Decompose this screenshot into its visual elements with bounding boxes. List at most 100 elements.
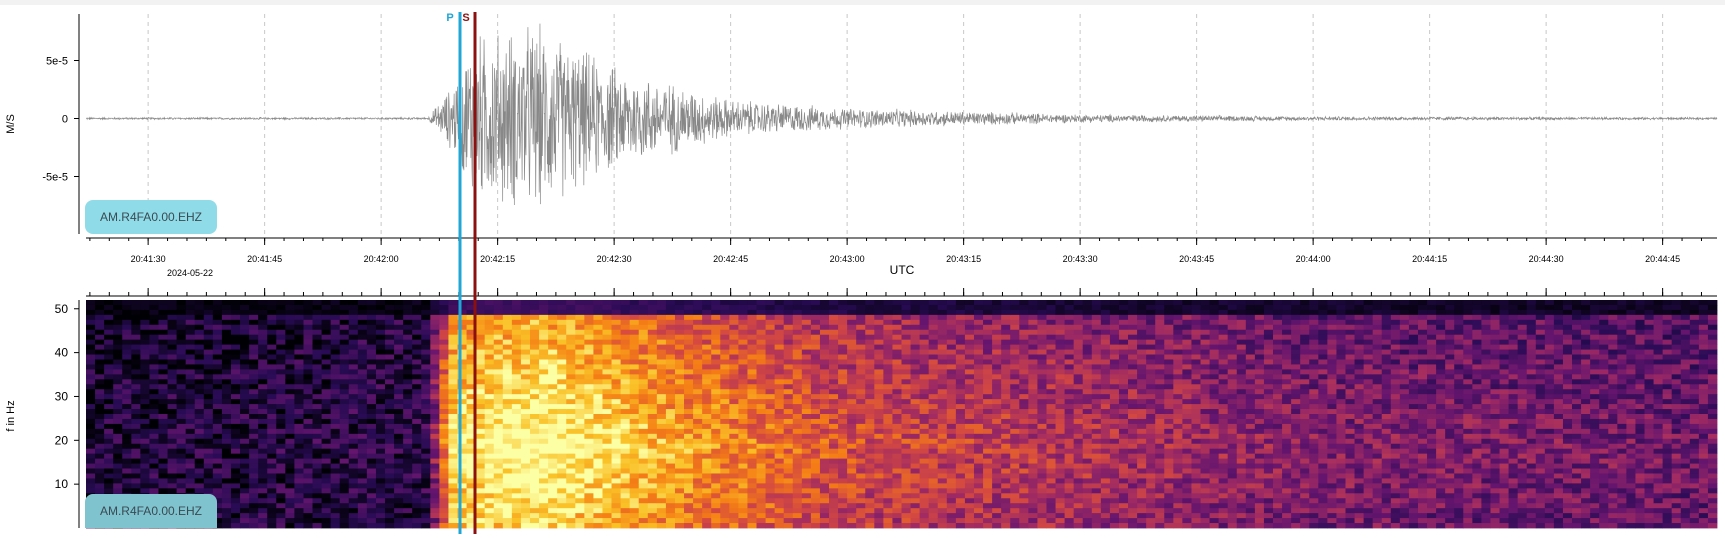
spectrogram-cell [702, 523, 712, 529]
spectrogram-cell [502, 369, 513, 375]
spectrogram-cell [457, 409, 467, 415]
spectrogram-cell [194, 329, 205, 336]
spectrogram-cell [140, 349, 150, 355]
spectrogram-cell [756, 513, 766, 519]
spectrogram-cell [285, 324, 295, 331]
spectrogram-cell [403, 304, 413, 311]
spectrogram-cell [176, 354, 187, 360]
spectrogram-cell [955, 384, 966, 390]
spectrogram-cell [475, 463, 486, 469]
spectrogram-cell [593, 433, 603, 440]
spectrogram-cell [258, 448, 268, 455]
spectrogram-cell [674, 493, 685, 499]
spectrogram-cell [158, 404, 168, 410]
spectrogram-cell [1010, 349, 1020, 355]
spectrogram-cell [357, 324, 368, 331]
spectrogram-cell [665, 374, 676, 380]
spectrogram-cell [602, 448, 612, 455]
spectrogram-cell [312, 359, 322, 365]
spectrogram-cell [86, 409, 96, 415]
spectrogram-cell [303, 463, 313, 469]
spectrogram-cell [221, 300, 232, 306]
spectrogram-cell [602, 314, 612, 321]
spectrogram-cell [185, 354, 196, 360]
spectrogram-cell [684, 369, 694, 375]
spectrogram-cell [167, 448, 178, 455]
spectrogram-cell [711, 384, 721, 390]
spectrogram-cell [511, 438, 522, 445]
spectrogram-cell [149, 468, 159, 474]
spectrogram-cell [267, 478, 277, 484]
spectrogram-cell [412, 394, 422, 400]
spectrogram-cell [928, 309, 939, 316]
spectrogram-cell [240, 414, 250, 420]
spectrogram-cell [620, 309, 631, 316]
spectrogram-cell [385, 394, 395, 400]
spectrogram-cell [892, 399, 902, 405]
spectrogram-cell [394, 483, 404, 489]
spectrogram-cell [312, 349, 322, 355]
spectrogram-cell [602, 453, 612, 460]
spectrogram-cell [149, 319, 159, 326]
spectrogram-cell [629, 374, 640, 380]
spectrogram-cell [729, 389, 739, 395]
spectrogram-cell [747, 384, 757, 390]
spectrogram-cell [992, 339, 1002, 346]
spectrogram-cell [557, 329, 567, 336]
spectrogram-cell [928, 503, 939, 509]
spectrogram-cell [484, 354, 495, 360]
spectrogram-cell [983, 523, 993, 529]
spectrogram-cell [720, 428, 730, 435]
spectrogram-cell [674, 428, 685, 435]
spectrogram-cell [955, 448, 966, 455]
spectrogram-cell [729, 428, 739, 435]
spectrogram-cell [919, 438, 930, 445]
spectrogram-cell [167, 389, 178, 395]
spectrogram-cell [104, 488, 114, 494]
spectrogram-cell [665, 418, 676, 425]
spectrogram-cell [593, 478, 603, 484]
spectrogram-cell [140, 329, 150, 336]
spectrogram-cell [829, 438, 839, 445]
spectrogram-cell [647, 309, 658, 316]
spectrogram-cell [394, 518, 404, 524]
spectrogram-cell [321, 453, 332, 460]
spectrogram-cell [493, 374, 504, 380]
spectrogram-cell [892, 463, 902, 469]
spectrogram-cell [1001, 369, 1011, 375]
spectrogram-cell [575, 448, 585, 455]
spectrogram-cell [158, 458, 168, 464]
spectrogram-cell [892, 503, 902, 509]
spectrogram-cell [819, 404, 830, 410]
spectrogram-cell [448, 314, 458, 321]
spectrogram-cell [303, 304, 313, 311]
spectrogram-cell [829, 503, 839, 509]
spectrogram-cell [566, 513, 576, 519]
spectrogram-cell [520, 513, 531, 519]
spectrogram-cell [176, 443, 187, 450]
x-tick-label: 20:44:00 [1296, 254, 1331, 264]
spectrogram-cell [946, 304, 957, 311]
spectrogram-cell [140, 453, 150, 460]
spectrogram-cell [557, 523, 567, 529]
spectrogram-cell [575, 418, 585, 425]
spectrogram-cell [693, 488, 703, 494]
spectrogram-cell [203, 314, 214, 321]
spectrogram-cell [729, 433, 739, 440]
spectrogram-cell [955, 404, 966, 410]
spectrogram-cell [276, 503, 286, 509]
spectrogram-cell [792, 498, 803, 504]
spectrogram-cell [693, 314, 703, 321]
spectrogram-cell [113, 344, 123, 350]
spectrogram-cell [1001, 463, 1011, 469]
spectrogram-cell [792, 324, 803, 331]
spectrogram-cell [212, 309, 223, 316]
spectrogram-cell [611, 483, 621, 489]
spectrogram-cell [466, 404, 477, 410]
spectrogram-cell [702, 443, 712, 450]
spectrogram-cell [593, 359, 603, 365]
spectrogram-cell [810, 334, 821, 341]
spectrogram-cell [792, 364, 803, 370]
spectrogram-cell [113, 483, 123, 489]
